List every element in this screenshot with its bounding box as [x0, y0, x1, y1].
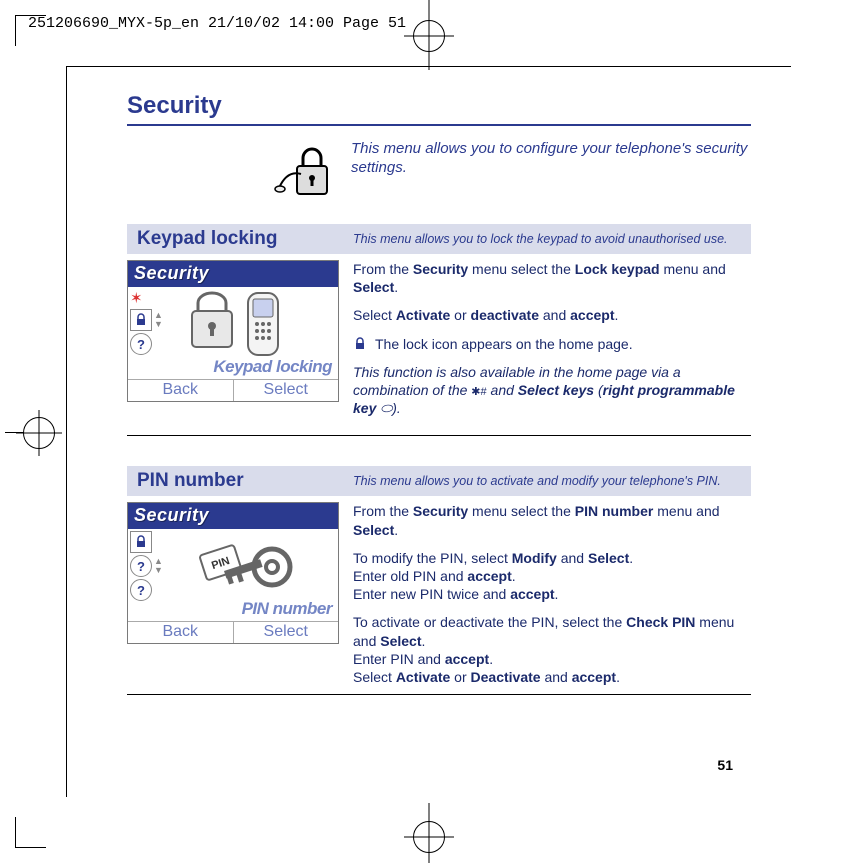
security-illustration [127, 140, 337, 204]
screen-caption: PIN number [242, 599, 332, 619]
pin-icon: ? [130, 555, 152, 577]
phone-lock-illustration [186, 291, 296, 363]
phone-screen-pin: Security ? ▲▼ ? [127, 502, 339, 644]
page-frame: Security This menu allows you to configu… [66, 66, 791, 797]
section-subtitle: This menu allows you to lock the keypad … [353, 232, 741, 246]
body-text: Select Activate or deactivate and accept… [353, 306, 751, 324]
nav-arrows-icon: ▲▼ [154, 311, 163, 329]
lock-icon [353, 337, 367, 351]
screen-title: Security [128, 261, 338, 287]
register-mark [413, 821, 445, 853]
slug-line: 251206690_MYX-5p_en 21/10/02 14:00 Page … [28, 15, 406, 32]
star-hash-icon: ✱# [471, 386, 486, 398]
title-rule [127, 124, 751, 126]
body-text: From the Security menu select the Lock k… [353, 260, 751, 296]
section-subtitle: This menu allows you to activate and mod… [353, 474, 741, 488]
phone-screen-keypad: Security ✶ ▲▼ ? [127, 260, 339, 402]
body-text: Enter PIN and accept. [353, 650, 751, 668]
section-bar-pin: PIN number This menu allows you to activ… [127, 466, 751, 496]
section-title: Keypad locking [137, 228, 353, 250]
body-text: Enter new PIN twice and accept. [353, 585, 751, 603]
body-text: The lock icon appears on the home page. [353, 335, 751, 353]
body-note: This function is also available in the h… [353, 363, 751, 418]
body-text: Enter old PIN and accept. [353, 567, 751, 585]
register-mark [5, 417, 55, 447]
softkey-select: Select [233, 622, 339, 643]
star-icon: ✶ [130, 289, 143, 307]
page-number: 51 [717, 757, 733, 773]
intro-text: This menu allows you to configure your t… [351, 140, 751, 178]
softkey-select: Select [233, 380, 339, 401]
help-icon: ? [130, 579, 152, 601]
softkey-back: Back [128, 622, 233, 643]
body-text: Select Activate or Deactivate and accept… [353, 668, 751, 686]
lock-icon [130, 531, 152, 553]
body-text: To modify the PIN, select Modify and Sel… [353, 549, 751, 567]
softkey-back: Back [128, 380, 233, 401]
register-mark [413, 20, 445, 52]
page-title: Security [127, 92, 751, 120]
body-text: From the Security menu select the PIN nu… [353, 502, 751, 538]
nav-arrows-icon: ▲▼ [154, 557, 163, 575]
body-text: To activate or deactivate the PIN, selec… [353, 613, 751, 649]
help-icon: ? [130, 333, 152, 355]
screen-title: Security [128, 503, 338, 529]
section-bar-keypad: Keypad locking This menu allows you to l… [127, 224, 751, 254]
screen-caption: Keypad locking [213, 357, 332, 377]
lock-icon [130, 309, 152, 331]
crop-mark [15, 817, 46, 848]
section-title: PIN number [137, 470, 353, 492]
pin-key-illustration: PIN [182, 531, 312, 603]
